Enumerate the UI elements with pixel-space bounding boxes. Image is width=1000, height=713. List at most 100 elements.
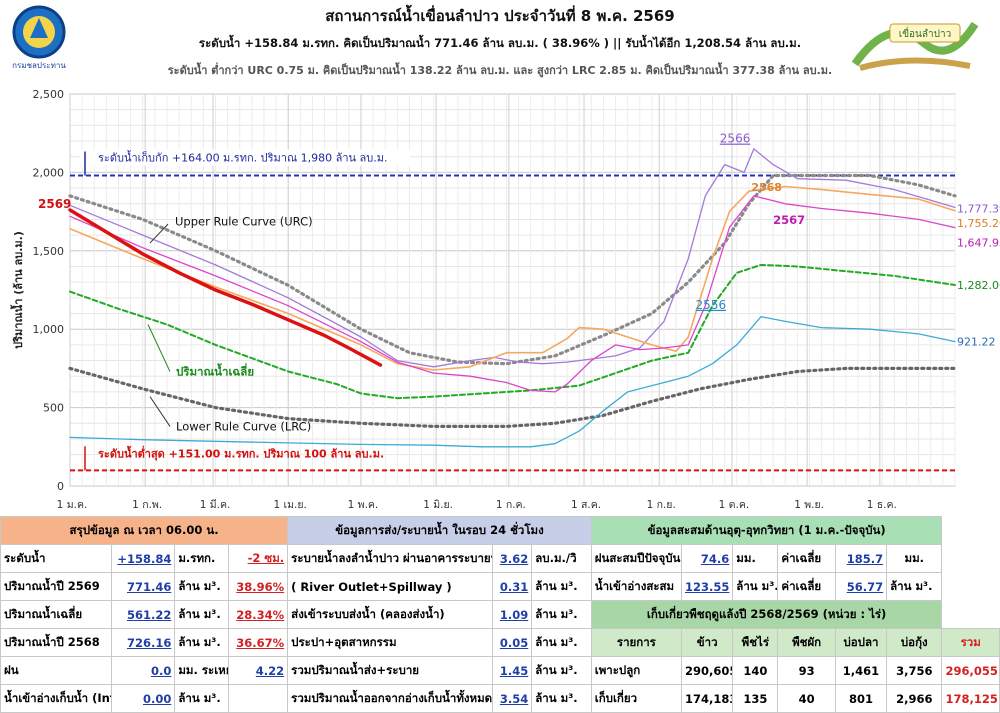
y-axis-label: ปริมาณน้ำ (ล้าน ลบ.ม.) bbox=[10, 231, 25, 349]
change-cell: -2 ซม. bbox=[227, 544, 289, 573]
annotation-urc: Upper Rule Curve (URC) bbox=[175, 215, 313, 229]
x-tick-label: 1 ธ.ค. bbox=[867, 499, 897, 511]
series-2567 bbox=[69, 195, 956, 393]
rain-avg-label: ค่าเฉลี่ย bbox=[777, 544, 836, 573]
annotation-2556: 2556 bbox=[696, 298, 727, 312]
annotation-lrc: Lower Rule Curve (LRC) bbox=[176, 419, 311, 433]
discharge-unit: ลบ.ม./วิ bbox=[531, 544, 592, 573]
lrc-leader bbox=[149, 396, 171, 427]
percent-cell: 38.96% bbox=[227, 572, 289, 601]
empty-cell bbox=[227, 684, 289, 713]
harvest-cell: 3,756 bbox=[886, 656, 943, 685]
annotation-2569: 2569 bbox=[38, 197, 71, 211]
annotation-2567: 2567 bbox=[773, 213, 805, 227]
dam-logo: เขื่อนลำปาว bbox=[851, 21, 979, 71]
x-tick-label: 1 พ.ย. bbox=[794, 499, 824, 511]
chart-area: 0 500 1,000 1,500 2,000 2,500 1 ม.ค. 1 ก.พ. 1 มี… bbox=[0, 82, 1000, 514]
inflow-avg-value: 56.77 bbox=[834, 572, 888, 601]
harvest-cell: 801 bbox=[834, 684, 888, 713]
discharge-unit: ล้าน ม³. bbox=[531, 684, 592, 713]
discharge-label: รวมปริมาณน้ำออกจากอ่างเก็บน้ำทั้งหมด bbox=[287, 684, 494, 713]
value-cell: +158.84 bbox=[110, 544, 176, 573]
discharge-label: ประปา+อุตสาหกรรม bbox=[287, 628, 494, 657]
harvest-col-header: รวม bbox=[941, 628, 1000, 657]
x-tick-label: 1 ส.ค. bbox=[571, 499, 601, 511]
inflow-value: 123.55 bbox=[681, 572, 734, 601]
harvest-cell: 2,966 bbox=[886, 684, 943, 713]
harvest-cell: 93 bbox=[777, 656, 836, 685]
rid-logo-text: กรมชลประทาน bbox=[12, 61, 66, 70]
inflow-label: น้ำเข้าอ่างสะสม bbox=[590, 572, 683, 601]
discharge-unit: ล้าน ม³. bbox=[531, 572, 592, 601]
rain-avg-value: 185.7 bbox=[834, 544, 888, 573]
end-value-2556: 921.22 bbox=[957, 336, 996, 349]
y-tick-label: 500 bbox=[43, 402, 64, 415]
rain-avg-unit: มม. bbox=[886, 544, 943, 573]
harvest-cell: 1,461 bbox=[834, 656, 888, 685]
harvest-total-cell: 178,125 bbox=[941, 684, 1000, 713]
x-tick-label: 1 ต.ค. bbox=[719, 499, 750, 511]
x-tick-label: 1 เม.ย. bbox=[274, 499, 307, 511]
table-row: น้ำเข้าอ่างเก็บน้ำ (Inflow) 0.00 ล้าน ม³… bbox=[0, 684, 1000, 713]
discharge-label: ส่งเข้าระบบส่งน้ำ (คลองส่งน้ำ) bbox=[287, 600, 494, 629]
y-tick-label: 1,000 bbox=[33, 323, 65, 336]
percent-cell: 36.67% bbox=[227, 628, 289, 657]
status-line-2: ระดับน้ำ ต่ำกว่า URC 0.75 ม. คิดเป็นปริม… bbox=[167, 64, 833, 77]
dam-logo-text: เขื่อนลำปาว bbox=[899, 26, 951, 40]
page-title: สถานการณ์น้ำเขื่อนลำปาว ประจำวันที่ 8 พ.… bbox=[325, 7, 675, 25]
discharge-unit: ล้าน ม³. bbox=[531, 600, 592, 629]
value-cell: 0.00 bbox=[110, 684, 176, 713]
harvest-total-cell: 296,055 bbox=[941, 656, 1000, 685]
series-2566 bbox=[69, 148, 956, 368]
harvest-col-header: พืชไร่ bbox=[732, 628, 779, 657]
label-cell: ปริมาณน้ำปี 2568 bbox=[0, 628, 112, 657]
rid-logo: กรมชลประทาน bbox=[12, 5, 66, 70]
rain-value: 0.0 bbox=[110, 656, 176, 685]
harvest-col-header: รายการ bbox=[590, 628, 683, 657]
harvest-col-header: บ่อปลา bbox=[834, 628, 888, 657]
x-tick-label: 1 ม.ค. bbox=[57, 499, 88, 511]
x-tick-label: 1 มี.ค. bbox=[200, 498, 231, 511]
header: กรมชลประทาน เขื่อนลำปาว สถานการณ์น้ำเขื่… bbox=[0, 0, 1000, 80]
table-row: ปริมาณน้ำเฉลี่ย 561.22 ล้าน ม³. 28.34% ส… bbox=[0, 600, 1000, 629]
x-tick-label: 1 ก.ค. bbox=[496, 499, 526, 511]
end-value-2567: 1,647.93 bbox=[957, 237, 1000, 250]
x-tick-label: 1 มิ.ย. bbox=[423, 499, 453, 511]
harvest-cell: 174,183 bbox=[681, 684, 734, 713]
inflow-unit: ล้าน ม³. bbox=[732, 572, 779, 601]
inflow-avg-label: ค่าเฉลี่ย bbox=[777, 572, 836, 601]
ref-label-bg bbox=[80, 149, 410, 166]
meteo-header: ข้อมูลสะสมด้านอุตุ-อุทกวิทยา (1 ม.ค.-ปัจ… bbox=[590, 516, 943, 545]
series-urc bbox=[68, 173, 957, 366]
table-row: ฝน 0.0 มม. ระเหย 4.22 รวมปริมาณน้ำส่ง+ระ… bbox=[0, 656, 1000, 685]
label-cell: น้ำเข้าอ่างเก็บน้ำ (Inflow) bbox=[0, 684, 112, 713]
y-tick-label: 1,500 bbox=[33, 245, 65, 258]
harvest-cell: 140 bbox=[732, 656, 779, 685]
harvest-col-header: บ่อกุ้ง bbox=[886, 628, 943, 657]
unit-cell: ล้าน ม³. bbox=[174, 684, 229, 713]
label-cell: ฝน bbox=[0, 656, 112, 685]
harvest-col-header: พืชผัก bbox=[777, 628, 836, 657]
table-row: ระดับน้ำ +158.84 ม.รทก. -2 ซม. ระบายน้ำล… bbox=[0, 544, 1000, 573]
series-2556 bbox=[69, 316, 956, 448]
discharge-unit: ล้าน ม³. bbox=[531, 628, 592, 657]
harvest-title: เก็บเกี่ยวพืชฤดูแล้งปี 2568/2569 (หน่วย … bbox=[590, 600, 943, 629]
rain-unit: มม. bbox=[732, 544, 779, 573]
series-average bbox=[69, 263, 956, 400]
discharge-label: ระบายน้ำลงลำน้ำปาว ผ่านอาคารระบายน้ำ bbox=[287, 544, 494, 573]
harvest-cell: 135 bbox=[732, 684, 779, 713]
discharge-label: รวมปริมาณน้ำส่ง+ระบาย bbox=[287, 656, 494, 685]
annotation-2568: 2568 bbox=[751, 181, 782, 194]
y-tick-label: 2,500 bbox=[33, 88, 65, 101]
summary-header: สรุปข้อมูล ณ เวลา 06.00 น. bbox=[0, 516, 289, 545]
value-cell: 771.46 bbox=[110, 572, 176, 601]
avg-leader bbox=[147, 324, 171, 372]
series-lrc bbox=[68, 366, 957, 428]
label-cell: ปริมาณน้ำปี 2569 bbox=[0, 572, 112, 601]
annotation-average: ปริมาณน้ำเฉลี่ย bbox=[176, 363, 254, 379]
harvest-col-header: ข้าว bbox=[681, 628, 734, 657]
value-cell: 561.22 bbox=[110, 600, 176, 629]
y-tick-label: 2,000 bbox=[33, 166, 65, 179]
series-2568 bbox=[69, 185, 956, 371]
unit-cell: ล้าน ม³. bbox=[174, 572, 229, 601]
